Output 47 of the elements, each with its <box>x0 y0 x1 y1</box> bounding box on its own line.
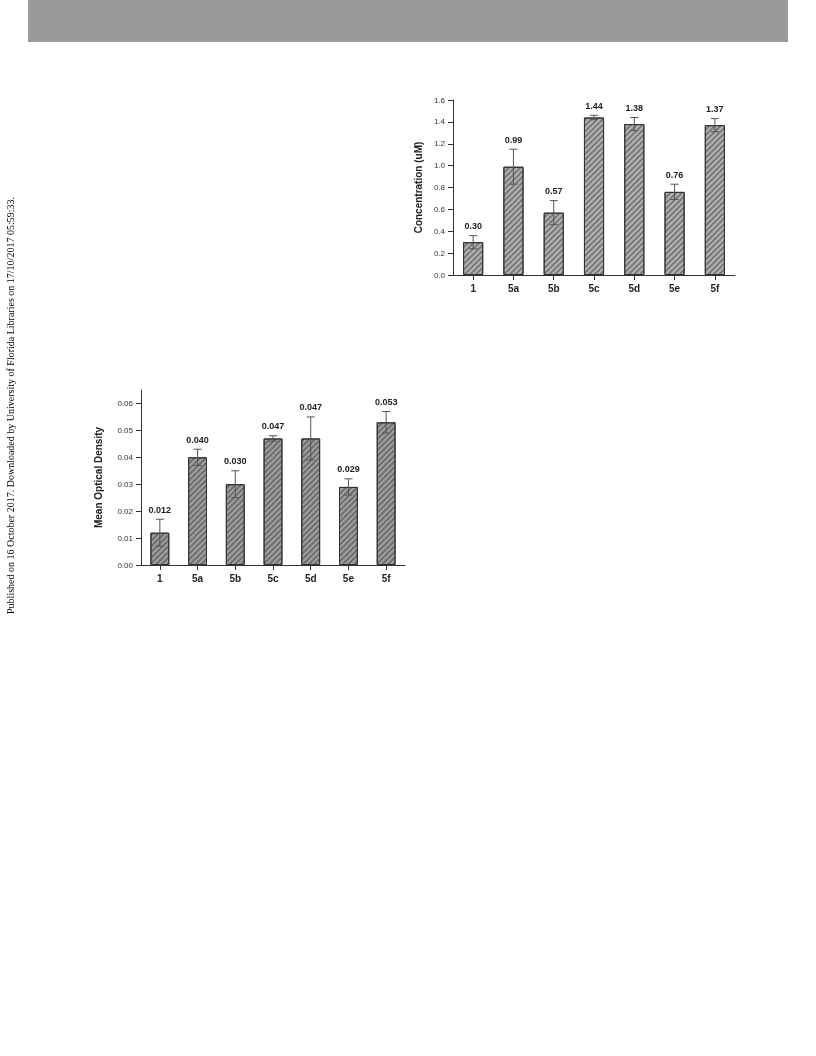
y-tick-label: 0.8 <box>433 183 446 192</box>
data-label: 0.012 <box>148 504 172 515</box>
data-label: 0.76 <box>665 169 684 180</box>
x-tick-label: 5e <box>342 572 355 584</box>
y-tick-label: 1.2 <box>433 139 446 149</box>
y-tick-label: 0.6 <box>433 204 446 214</box>
y-tick-label: 0.04 <box>117 452 134 462</box>
x-tick-label: 5a <box>192 572 204 584</box>
text: Published on 16 October 2017. Downloaded by University of Florida Libraries on 17/10/2017 05:59:33. <box>4 196 16 616</box>
y-tick-label: 0.05 <box>117 425 134 435</box>
data-label: 0.040 <box>186 434 209 445</box>
y-tick-label: 1.4 <box>433 117 446 127</box>
data-label: 0.030 <box>224 456 247 467</box>
data-label: 0.99 <box>504 134 523 145</box>
x-tick-label: 5c <box>588 282 601 294</box>
x-tick-label: 5f <box>710 282 720 294</box>
x-tick-label: 5a <box>507 282 520 294</box>
y-tick-label: 0.0 <box>433 270 446 280</box>
x-tick-label: 5e <box>669 282 681 294</box>
y-tick-label: 1.6 <box>433 95 446 105</box>
y-axis-title: Mean Optical Density <box>92 426 104 529</box>
data-label: 0.053 <box>374 397 398 408</box>
x-tick-label: 5d <box>304 572 317 584</box>
y-tick-label: 0.00 <box>117 560 134 570</box>
y-tick-label: 0.4 <box>433 226 446 236</box>
x-tick-label: 5d <box>628 282 641 294</box>
x-tick-label: 1 <box>157 572 164 584</box>
data-label: 1.44 <box>585 100 603 111</box>
y-tick-label: 0.01 <box>117 533 134 543</box>
x-tick-label: 5c <box>267 572 279 584</box>
data-label: 0.029 <box>337 464 360 475</box>
y-tick-label: 0.03 <box>117 479 134 489</box>
y-axis-title: Concentration (uM) <box>412 141 424 234</box>
y-tick-label: 1.0 <box>433 161 446 171</box>
data-label: 0.047 <box>261 421 285 432</box>
x-tick-label: 5f <box>381 572 392 584</box>
y-tick-label: 0.02 <box>117 506 134 516</box>
data-label: 0.57 <box>544 186 563 197</box>
data-label: 1.38 <box>625 103 644 113</box>
data-label: 0.047 <box>299 402 322 413</box>
data-label: 0.30 <box>464 221 482 232</box>
x-tick-label: 5b <box>229 572 242 584</box>
y-tick-label: 0.2 <box>433 248 446 258</box>
y-tick-label: 0.06 <box>117 398 134 408</box>
x-tick-label: 1 <box>470 282 477 294</box>
x-tick-label: 5b <box>547 282 560 294</box>
data-label: 1.37 <box>706 104 724 115</box>
